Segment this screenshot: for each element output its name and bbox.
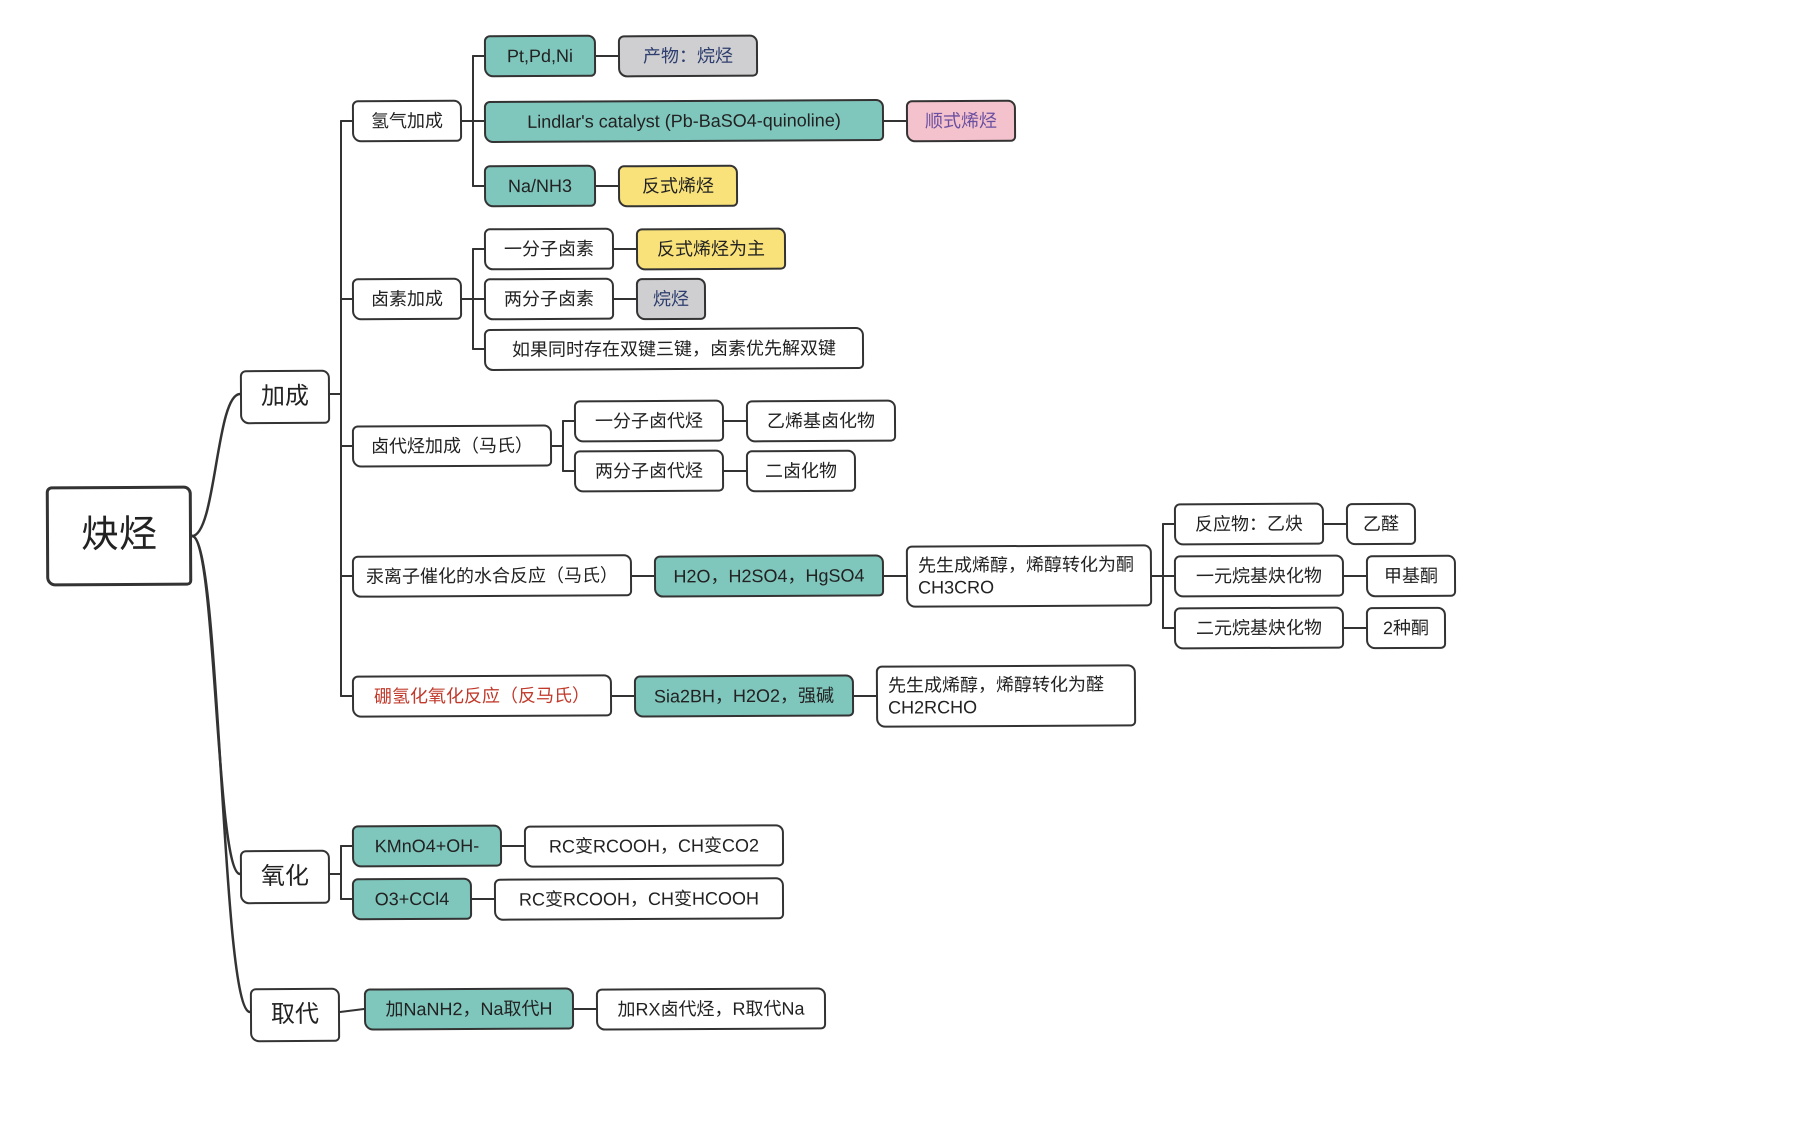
node-h2a: Pt,Pd,Ni (484, 35, 596, 78)
node-root: 炔烃 (46, 486, 193, 587)
node-rx1b: 乙烯基卤化物 (746, 400, 896, 443)
node-h2c2: 反式烯烃 (618, 165, 738, 208)
node-hal2b: 烷烃 (636, 278, 706, 320)
node-hg3c: 二元烷基炔化物 (1174, 607, 1344, 650)
node-hg1: H2O，H2SO4，HgSO4 (654, 554, 884, 597)
node-h2b: Lindlar's catalyst (Pb-BaSO4-quinoline) (484, 99, 884, 143)
node-rx2b: 二卤化物 (746, 450, 856, 493)
node-h2a2: 产物：烷烃 (618, 35, 758, 78)
node-hal1: 一分子卤素 (484, 228, 614, 271)
node-bh1: Sia2BH，H2O2，强碱 (634, 674, 854, 717)
node-ox1b: RC变RCOOH，CH变CO2 (524, 824, 784, 867)
node-sub1: 加NaNH2，Na取代H (364, 987, 574, 1030)
node-h2c: Na/NH3 (484, 165, 596, 208)
node-bh2: 先生成烯醇，烯醇转化为醛CH2RCHO (876, 664, 1136, 727)
node-hal2: 两分子卤素 (484, 278, 614, 321)
node-hg3b2: 甲基酮 (1366, 555, 1456, 597)
node-ox2b: RC变RCOOH，CH变HCOOH (494, 877, 784, 921)
node-hal3: 如果同时存在双键三键，卤素优先解双键 (484, 327, 864, 371)
node-subs: 取代 (250, 988, 340, 1042)
node-sub2: 加RX卤代烃，R取代Na (596, 987, 826, 1030)
node-hg: 汞离子催化的水合反应（马氏） (352, 554, 632, 597)
edge-layer (0, 0, 1797, 1138)
node-hal1b: 反式烯烃为主 (636, 228, 786, 271)
node-ox2: O3+CCl4 (352, 878, 472, 921)
node-rx1: 一分子卤代烃 (574, 400, 724, 443)
node-rx: 卤代烃加成（马氏） (352, 424, 552, 467)
node-ox1: KMnO4+OH- (352, 825, 502, 868)
node-h2: 氢气加成 (352, 100, 462, 143)
node-hg2: 先生成烯醇，烯醇转化为酮CH3CRO (906, 544, 1152, 607)
node-hg3a: 反应物：乙炔 (1174, 503, 1324, 546)
node-hg3c2: 2种酮 (1366, 607, 1446, 649)
node-h2b2: 顺式烯烃 (906, 100, 1016, 143)
node-oxid: 氧化 (240, 850, 330, 904)
node-hg3b: 一元烷基炔化物 (1174, 555, 1344, 598)
node-rx2: 两分子卤代烃 (574, 450, 724, 493)
mindmap-canvas: 炔烃 加成氧化取代 氢气加成 Pt,Pd,Ni 产物：烷烃 Lindlar's catal… (0, 0, 1797, 1138)
node-bh: 硼氢化氧化反应（反马氏） (352, 674, 612, 717)
node-hal: 卤素加成 (352, 278, 462, 321)
node-addn: 加成 (240, 370, 330, 424)
node-hg3a2: 乙醛 (1346, 503, 1416, 545)
